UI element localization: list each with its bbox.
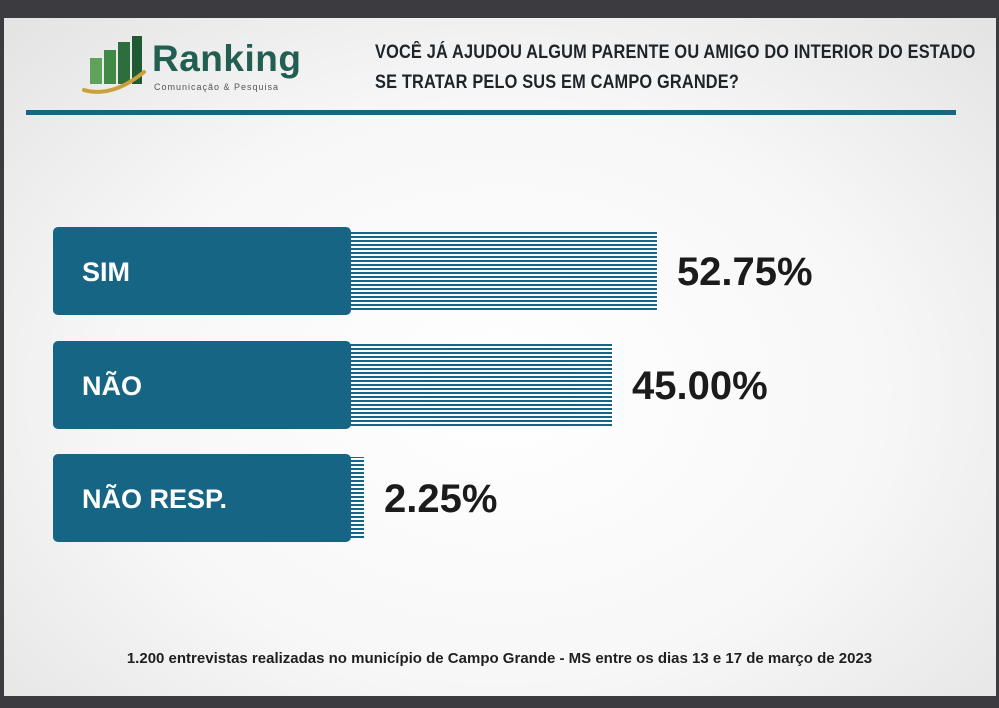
brand-name: Ranking xyxy=(152,38,302,79)
bar-value-1 xyxy=(349,344,612,426)
frame-bottom xyxy=(0,696,999,708)
bar-value-2 xyxy=(349,457,365,539)
value-label-2: 2.25% xyxy=(384,477,497,521)
question-title: VOCÊ JÁ AJUDOU ALGUM PARENTE OU AMIGO DO… xyxy=(375,38,976,98)
bar-label-block-0 xyxy=(53,227,351,315)
ranking-logo: Ranking Comunicação & Pesquisa xyxy=(82,36,301,96)
footnote: 1.200 entrevistas realizadas no municípi… xyxy=(126,650,873,667)
brand-tagline: Comunicação & Pesquisa xyxy=(154,82,280,92)
bar-chart: SIM 52.75% NÃO 45.00% NÃO RESP. 2.25% xyxy=(53,227,813,542)
frame-top xyxy=(0,0,999,18)
category-label-1: NÃO xyxy=(82,370,142,401)
frame-right xyxy=(996,0,999,708)
question-line-1: VOCÊ JÁ AJUDOU ALGUM PARENTE OU AMIGO DO… xyxy=(375,42,976,63)
header-divider xyxy=(26,110,956,115)
category-label-2: NÃO RESP. xyxy=(82,483,227,514)
bar-value-0 xyxy=(349,230,657,312)
bars-group: SIM 52.75% NÃO 45.00% NÃO RESP. 2.25% xyxy=(53,227,813,542)
question-line-2: SE TRATAR PELO SUS EM CAMPO GRANDE? xyxy=(375,72,740,93)
value-label-1: 45.00% xyxy=(632,364,768,408)
category-label-0: SIM xyxy=(82,257,130,287)
frame-left xyxy=(0,0,4,708)
bar-label-block-1 xyxy=(53,341,351,429)
value-label-0: 52.75% xyxy=(677,250,813,294)
bar-label-block-2 xyxy=(53,454,351,542)
logo-bars-icon xyxy=(82,36,146,94)
